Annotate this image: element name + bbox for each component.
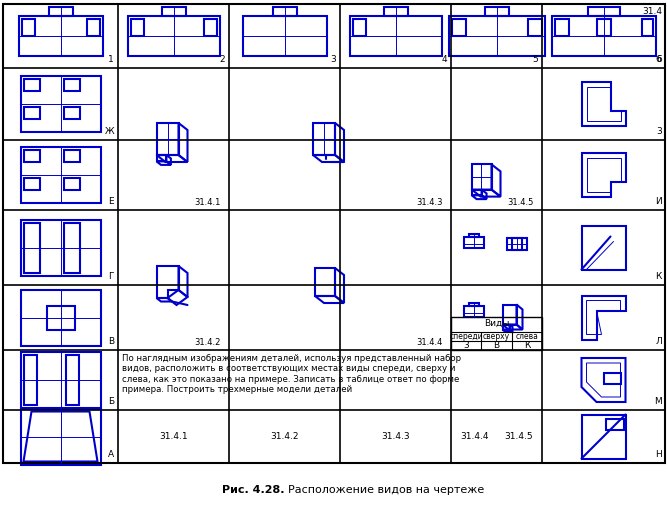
Bar bbox=[65, 355, 79, 405]
Bar bbox=[49, 7, 73, 16]
Bar bbox=[451, 317, 542, 350]
Text: 4: 4 bbox=[442, 55, 447, 64]
Text: 3: 3 bbox=[464, 341, 469, 350]
Text: 3: 3 bbox=[656, 127, 662, 136]
Bar bbox=[597, 19, 611, 36]
Bar bbox=[554, 19, 568, 36]
Text: 31.4.5: 31.4.5 bbox=[508, 198, 534, 207]
Text: Н: Н bbox=[655, 450, 662, 459]
Bar bbox=[128, 16, 220, 56]
Text: Рис. 4.28.: Рис. 4.28. bbox=[222, 485, 284, 495]
Text: 31.4.4: 31.4.4 bbox=[460, 432, 489, 441]
Bar bbox=[582, 415, 625, 459]
Bar bbox=[464, 237, 484, 247]
Text: 2: 2 bbox=[219, 55, 225, 64]
Bar bbox=[484, 7, 508, 16]
Text: М: М bbox=[654, 397, 662, 406]
Bar bbox=[21, 352, 100, 408]
Text: 5: 5 bbox=[532, 55, 538, 64]
Text: А: А bbox=[108, 450, 114, 459]
Bar bbox=[204, 19, 216, 36]
Bar bbox=[63, 150, 79, 162]
Bar bbox=[63, 223, 79, 272]
Bar bbox=[21, 19, 35, 36]
Bar bbox=[464, 305, 484, 316]
Bar bbox=[63, 107, 79, 119]
Text: К: К bbox=[655, 272, 662, 281]
Text: 31.4.1: 31.4.1 bbox=[159, 432, 188, 441]
Text: спереди: спереди bbox=[450, 332, 483, 341]
Text: Б: Б bbox=[108, 397, 114, 406]
Text: Е: Е bbox=[108, 197, 114, 206]
Bar bbox=[468, 234, 478, 237]
Bar bbox=[528, 19, 542, 36]
Bar bbox=[506, 238, 526, 249]
Bar bbox=[605, 419, 623, 429]
Text: 1: 1 bbox=[108, 55, 114, 64]
Bar bbox=[452, 19, 466, 36]
Text: 31.4.1: 31.4.1 bbox=[194, 198, 221, 207]
Bar bbox=[582, 226, 625, 270]
Bar bbox=[47, 305, 75, 330]
Text: Расположение видов на чертеже: Расположение видов на чертеже bbox=[288, 485, 484, 495]
Bar bbox=[23, 107, 39, 119]
Text: Г: Г bbox=[108, 272, 114, 281]
Text: В: В bbox=[494, 341, 500, 350]
Bar bbox=[552, 16, 655, 56]
Bar bbox=[19, 16, 102, 56]
Bar bbox=[448, 16, 544, 56]
Text: 31.4.4: 31.4.4 bbox=[417, 338, 443, 347]
Bar bbox=[21, 408, 100, 464]
Text: 31.4.3: 31.4.3 bbox=[417, 198, 443, 207]
Text: 6: 6 bbox=[655, 55, 661, 64]
Bar bbox=[383, 7, 407, 16]
Bar bbox=[641, 19, 653, 36]
Bar bbox=[23, 178, 39, 190]
Text: Виды: Виды bbox=[484, 319, 509, 328]
Bar bbox=[273, 7, 297, 16]
Bar bbox=[242, 16, 327, 56]
Bar bbox=[23, 79, 39, 91]
Bar bbox=[86, 19, 100, 36]
Bar bbox=[21, 219, 100, 275]
Text: 31.4.2: 31.4.2 bbox=[271, 432, 299, 441]
Bar bbox=[468, 302, 478, 305]
Bar bbox=[21, 76, 100, 132]
Bar bbox=[63, 178, 79, 190]
Bar bbox=[587, 7, 619, 16]
Bar bbox=[23, 223, 39, 272]
Text: 3: 3 bbox=[330, 55, 336, 64]
Bar bbox=[130, 19, 144, 36]
Text: 31.4.2: 31.4.2 bbox=[194, 338, 221, 347]
Text: слева: слева bbox=[516, 332, 538, 341]
Bar bbox=[512, 238, 522, 249]
Bar bbox=[63, 79, 79, 91]
Text: Ж: Ж bbox=[104, 127, 114, 136]
Bar bbox=[21, 147, 100, 203]
Bar bbox=[21, 290, 100, 345]
Bar bbox=[603, 373, 621, 384]
Text: В: В bbox=[108, 337, 114, 346]
Text: К: К bbox=[524, 341, 530, 350]
Bar bbox=[353, 19, 365, 36]
Bar bbox=[349, 16, 442, 56]
Bar bbox=[23, 150, 39, 162]
Text: сверху: сверху bbox=[483, 332, 510, 341]
Text: По наглядным изображениям деталей, используя представленный набор
видов, располо: По наглядным изображениям деталей, испол… bbox=[122, 354, 461, 394]
Bar bbox=[162, 7, 186, 16]
Text: 31.4: 31.4 bbox=[642, 7, 662, 16]
Text: 31.4.3: 31.4.3 bbox=[381, 432, 409, 441]
Text: Л: Л bbox=[655, 337, 662, 346]
Text: И: И bbox=[655, 197, 662, 206]
Text: 31.4.5: 31.4.5 bbox=[504, 432, 533, 441]
Text: 6: 6 bbox=[656, 55, 662, 64]
Bar bbox=[23, 355, 37, 405]
